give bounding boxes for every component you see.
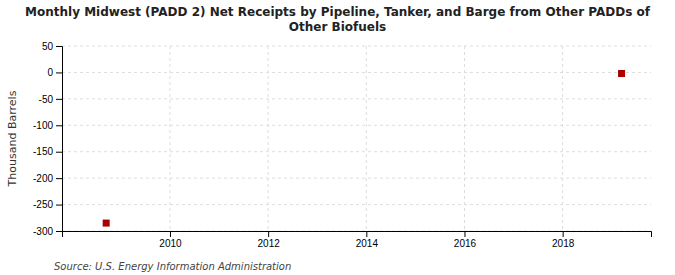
points	[103, 70, 625, 227]
grid-line	[366, 46, 367, 231]
y-tick-label: 0	[47, 67, 53, 78]
y-tick-label: -300	[33, 226, 53, 237]
y-tick-mark	[56, 152, 62, 153]
y-tick-mark	[56, 205, 62, 206]
plot: 2010 2012 2014 2016 2018 50 0 -50 -100 -150 -200 -2…	[33, 41, 652, 249]
x-tick-label: 2012	[258, 238, 281, 249]
grid-line	[169, 46, 170, 231]
y-tick-mark	[56, 178, 62, 179]
y-tick-label: 50	[42, 41, 54, 52]
y-tick: -250	[33, 199, 62, 210]
source: Source: U.S. Energy Information Administ…	[54, 261, 291, 272]
x-tick-mark	[268, 231, 269, 237]
y-tick: -150	[33, 146, 62, 157]
x-axis-line	[63, 232, 652, 238]
x-tick-mark	[170, 231, 171, 237]
x-tick: 2014	[356, 231, 379, 249]
title-line: Monthly Midwest (PADD 2) Net Receipts by…	[25, 5, 651, 19]
y-tick: -300	[33, 226, 62, 237]
grid-line	[62, 98, 651, 99]
y-tick-label: -150	[33, 146, 53, 157]
grid-line	[62, 151, 651, 152]
grid	[62, 46, 651, 231]
y-tick-label: -200	[33, 173, 53, 184]
title: Monthly Midwest (PADD 2) Net Receipts by…	[25, 5, 651, 34]
point	[618, 70, 625, 77]
grid-line	[562, 46, 563, 231]
x-tick-mark	[563, 231, 564, 237]
y-tick-mark	[56, 231, 62, 232]
y-tick-mark	[56, 125, 62, 126]
x-tick: 2010	[159, 231, 182, 249]
x-tick: 2018	[552, 231, 575, 249]
y-tick-mark	[56, 99, 62, 100]
title-line: Other Biofuels	[289, 20, 386, 34]
x-tick-mark	[464, 231, 465, 237]
x-tick-label: 2016	[454, 238, 477, 249]
x-tick-label: 2018	[552, 238, 575, 249]
y-axis-line	[56, 47, 63, 232]
y-tick: -200	[33, 173, 62, 184]
x-tick-label: 2010	[159, 238, 182, 249]
y-tick: -50	[39, 94, 62, 105]
y-tick: -100	[33, 120, 62, 131]
y-tick: 0	[47, 67, 62, 78]
y-tick-mark	[56, 72, 62, 73]
chart: Monthly Midwest (PADD 2) Net Receipts by…	[0, 0, 675, 275]
y-tick-label: -50	[39, 94, 54, 105]
x-axis: 2010 2012 2014 2016 2018	[63, 231, 652, 249]
x-tick: 2012	[258, 231, 281, 249]
y-tick-label: -250	[33, 199, 53, 210]
x-tick-mark	[366, 231, 367, 237]
x-tick: 2016	[454, 231, 477, 249]
y-axis: 50 0 -50 -100 -150 -200 -250 -300	[33, 41, 63, 237]
y-tick: 50	[42, 41, 62, 52]
x-tick-label: 2014	[356, 238, 379, 249]
y-tick-mark	[56, 46, 62, 47]
grid-line	[268, 46, 269, 231]
grid-line	[464, 46, 465, 231]
y-tick-label: -100	[33, 120, 53, 131]
y-axis-title: Thousand Barrels	[6, 90, 19, 187]
point	[103, 220, 110, 227]
